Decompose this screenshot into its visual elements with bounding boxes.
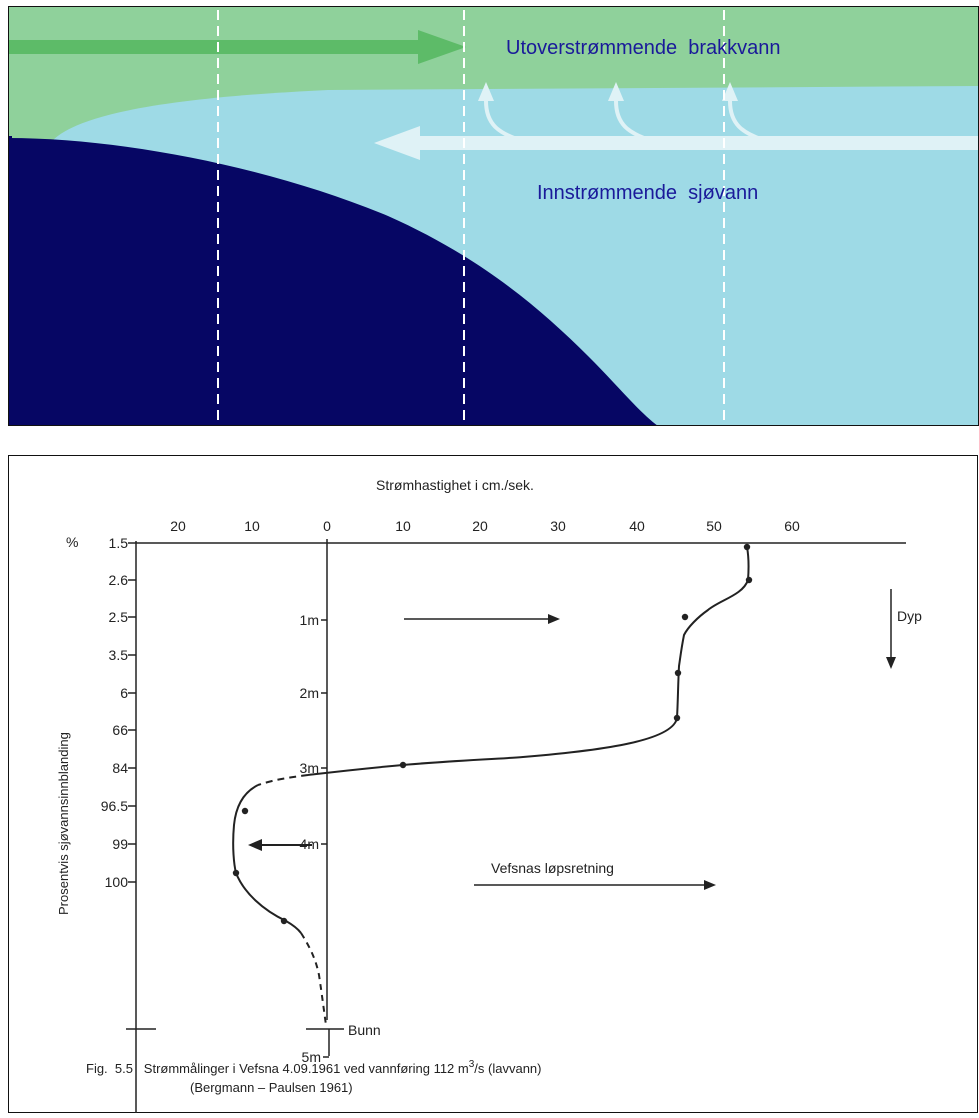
outflow-label: Utoverstrømmende brakkvann: [506, 37, 781, 59]
estuary-diagram: Utoverstrømmende brakkvann Innstrømmende…: [8, 6, 979, 426]
upwelling-arrow-3: [722, 82, 771, 144]
depth-tick-label: 2m: [300, 685, 319, 701]
measurement-point: [743, 543, 751, 551]
measurement-point: [681, 613, 689, 621]
velocity-profile-curve: [307, 546, 750, 776]
left-tick-label: 66: [112, 722, 128, 738]
left-tick-label: 3.5: [109, 647, 129, 663]
top-tick-label: 10: [244, 518, 260, 534]
estuary-svg: Utoverstrømmende brakkvann Innstrømmende…: [8, 6, 979, 426]
velocity-profile-dashed-top: [257, 774, 309, 786]
depth-tick-label: 1m: [300, 612, 319, 628]
left-tick-label: 84: [112, 760, 128, 776]
caption-superscript: 3: [469, 1059, 475, 1070]
percent-symbol: %: [66, 534, 78, 550]
upwelling-arrow-2: [608, 82, 657, 144]
top-tick-label: 0: [323, 518, 331, 534]
inflow-arrow: [374, 126, 979, 160]
measurement-point: [280, 917, 288, 925]
measurement-point: [673, 714, 681, 722]
bottom-label: Bunn: [348, 1022, 381, 1038]
top-tick-label: 40: [629, 518, 645, 534]
left-tick-label: 2.5: [109, 609, 129, 625]
left-tick-label: 1.5: [109, 535, 129, 551]
depth-arrow: [886, 589, 896, 669]
velocity-profile-panel: Strømhastighet i cm./sek. 20 10 0 10 20 30 40 5…: [8, 455, 978, 1115]
depth-label: Dyp: [897, 608, 922, 624]
measurement-point: [241, 807, 249, 815]
measurement-points: [232, 543, 753, 925]
top-tick-label: 20: [472, 518, 488, 534]
measurement-point: [674, 669, 682, 677]
figure-caption-source: (Bergmann – Paulsen 1961): [190, 1080, 353, 1095]
outflow-direction-arrow: [404, 614, 560, 624]
depth-tick-label: 5m: [302, 1049, 321, 1065]
top-tick-label: 10: [395, 518, 411, 534]
figure-caption: Fig. 5.5 Strømmålinger i Vefsna 4.09.196…: [86, 1059, 542, 1076]
river-direction-arrow: [474, 880, 716, 890]
left-tick-label: 2.6: [109, 572, 129, 588]
top-tick-label: 50: [706, 518, 722, 534]
river-direction-label: Vefsnas løpsretning: [491, 860, 614, 876]
left-tick-label: 100: [105, 874, 129, 890]
depth-tick-label: 3m: [300, 760, 319, 776]
depth-axis-ticks: 1m2m3m4m5m: [300, 612, 329, 1065]
measurement-point: [232, 869, 240, 877]
left-tick-label: 96.5: [101, 798, 128, 814]
seabed: [8, 138, 658, 426]
measurement-point: [745, 576, 753, 584]
velocity-profile-svg: Strømhastighet i cm./sek. 20 10 0 10 20 30 40 5…: [8, 455, 978, 1115]
measurement-point: [399, 761, 407, 769]
top-axis-ticks: 20 10 0 10 20 30 40 50 60: [170, 518, 800, 534]
left-tick-label: 6: [120, 685, 128, 701]
velocity-profile-dashed-bottom: [300, 932, 327, 1026]
panel-frame: [8, 455, 978, 1113]
backflow-direction-arrow: [248, 839, 312, 851]
left-tick-label: 99: [112, 836, 128, 852]
y-axis-title: Prosentvis sjøvannsinnblanding: [56, 732, 71, 915]
upwelling-arrow-1: [478, 82, 527, 144]
top-tick-label: 20: [170, 518, 186, 534]
caption-text: Fig. 5.5 Strømmålinger i Vefsna 4.09.196…: [86, 1061, 469, 1076]
seabed-left-mark: [8, 136, 12, 176]
inflow-label: Innstrømmende sjøvann: [537, 182, 758, 204]
caption-text-end: /s (lavvann): [474, 1061, 541, 1076]
top-tick-label: 60: [784, 518, 800, 534]
chart-title: Strømhastighet i cm./sek.: [376, 477, 534, 493]
top-tick-label: 30: [550, 518, 566, 534]
